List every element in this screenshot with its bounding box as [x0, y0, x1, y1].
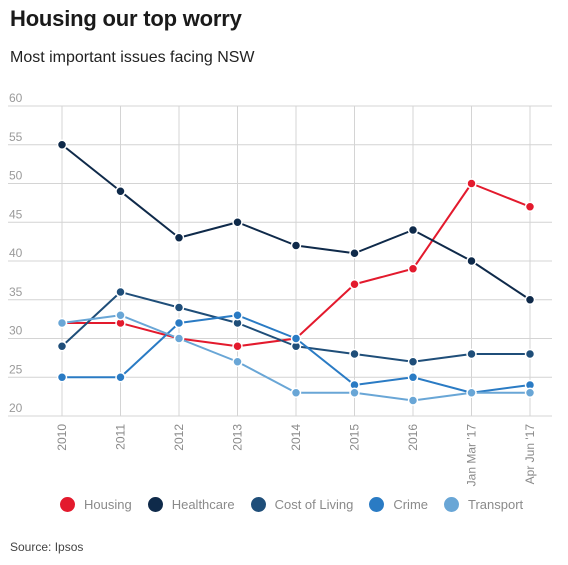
y-axis-ticks: 20 25 30 35 40 45 50 55 60	[9, 91, 23, 415]
data-point-healthcare	[56, 139, 68, 150]
legend-item-housing: Housing	[60, 497, 132, 512]
x-tick-label: Apr Jun '17	[523, 424, 537, 485]
y-tick-label: 25	[9, 362, 23, 376]
data-point-transport	[290, 387, 302, 398]
chart-legend: Housing Healthcare Cost of Living Crime Tran…	[60, 497, 539, 512]
y-tick-label: 45	[9, 207, 23, 221]
data-point-crime	[56, 372, 68, 383]
legend-item-cost-of-living: Cost of Living	[250, 497, 354, 512]
x-tick-label: Jan Mar '17	[465, 424, 479, 487]
x-tick-label: 2010	[55, 424, 69, 451]
source-note: Source: Ipsos	[10, 540, 84, 554]
data-point-healthcare	[524, 294, 536, 305]
data-point-cost-of-living	[524, 348, 536, 360]
legend-swatch	[444, 497, 460, 512]
data-point-crime	[290, 333, 302, 344]
data-point-transport	[56, 317, 68, 329]
legend-label: Healthcare	[171, 497, 235, 512]
legend-label: Cost of Living	[274, 497, 354, 512]
legend-swatch	[60, 497, 75, 512]
data-point-transport	[173, 333, 185, 344]
data-point-housing	[466, 178, 477, 189]
legend-item-transport: Transport	[444, 497, 523, 512]
data-point-cost-of-living	[466, 348, 477, 360]
data-point-healthcare	[466, 255, 477, 267]
data-point-crime	[232, 310, 243, 321]
data-point-transport	[232, 356, 243, 367]
legend-swatch	[250, 497, 266, 512]
x-tick-label: 2015	[348, 424, 362, 451]
data-point-crime	[407, 372, 419, 383]
data-point-crime	[115, 372, 126, 383]
y-tick-label: 60	[9, 91, 23, 105]
data-point-transport	[407, 395, 419, 406]
legend-swatch	[147, 497, 163, 512]
data-point-cost-of-living	[173, 302, 185, 313]
data-point-healthcare	[290, 240, 302, 251]
data-point-housing	[524, 201, 536, 212]
data-point-cost-of-living	[349, 348, 360, 360]
data-point-healthcare	[407, 224, 419, 236]
legend-swatch	[369, 497, 385, 512]
x-tick-label: 2016	[406, 424, 420, 451]
x-tick-label: 2012	[172, 424, 186, 451]
data-point-transport	[524, 387, 536, 398]
y-tick-label: 40	[9, 246, 23, 260]
legend-label: Crime	[393, 497, 429, 512]
data-point-cost-of-living	[407, 356, 419, 367]
y-tick-label: 20	[9, 401, 23, 415]
data-point-housing	[349, 279, 360, 290]
x-tick-label: 2011	[114, 424, 128, 450]
y-tick-label: 30	[9, 324, 23, 338]
series-points	[56, 139, 536, 406]
x-tick-label: 2014	[289, 424, 303, 451]
data-point-healthcare	[232, 217, 243, 228]
legend-item-crime: Crime	[369, 497, 428, 512]
chart-subtitle: Most important issues facing NSW	[10, 49, 255, 66]
legend-label: Housing	[84, 497, 132, 512]
data-point-crime	[173, 317, 185, 329]
x-axis-ticks: 2010 2011 2012 2013 2014 2015 2016 Jan Mar '17 A…	[55, 424, 537, 487]
y-tick-label: 50	[9, 169, 23, 183]
data-point-healthcare	[173, 232, 185, 243]
data-point-transport	[349, 387, 360, 398]
data-point-cost-of-living	[115, 286, 126, 298]
data-point-transport	[466, 387, 477, 398]
data-point-housing	[407, 263, 419, 274]
data-point-healthcare	[115, 186, 126, 197]
data-point-healthcare	[349, 248, 360, 259]
data-point-housing	[232, 341, 243, 352]
legend-label: Transport	[468, 497, 524, 512]
data-point-transport	[115, 310, 126, 321]
y-tick-label: 35	[9, 285, 23, 299]
x-tick-label: 2013	[231, 424, 245, 451]
chart-title: Housing our top worry	[10, 6, 242, 31]
legend-item-healthcare: Healthcare	[147, 497, 235, 512]
y-tick-label: 55	[9, 130, 23, 144]
data-point-cost-of-living	[56, 341, 68, 352]
